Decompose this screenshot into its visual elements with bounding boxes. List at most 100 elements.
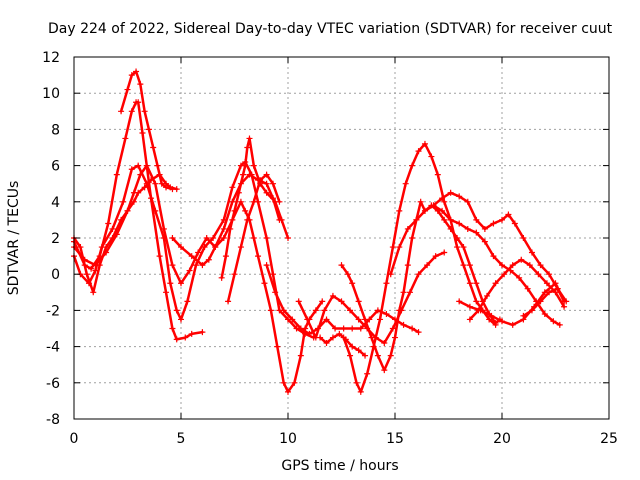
series-track-17: [520, 285, 568, 319]
data-point: [481, 225, 488, 232]
y-tick-label: 10: [42, 86, 60, 102]
data-point: [402, 180, 409, 187]
data-point: [145, 126, 152, 133]
data-point: [432, 253, 439, 260]
data-point: [396, 244, 403, 251]
data-point: [124, 86, 131, 93]
data-point: [415, 271, 422, 278]
data-point: [297, 352, 304, 359]
data-point: [355, 298, 362, 305]
data-point: [317, 334, 324, 341]
data-point: [105, 220, 112, 227]
data-point: [163, 289, 170, 296]
data-point: [501, 271, 508, 278]
data-point: [381, 367, 388, 374]
data-point: [250, 162, 257, 169]
data-point: [499, 318, 505, 325]
data-point: [406, 289, 413, 296]
data-point: [466, 262, 473, 269]
data-point: [417, 198, 424, 205]
data-point: [83, 271, 90, 278]
data-point: [225, 298, 232, 305]
data-point: [541, 311, 548, 318]
data-point: [516, 274, 523, 281]
data-point: [377, 316, 384, 323]
data-point: [537, 262, 544, 269]
data-point: [280, 307, 287, 314]
data-point: [520, 312, 527, 319]
series-track-7: [218, 135, 291, 281]
y-tick-label: 6: [51, 159, 60, 175]
data-point: [511, 220, 518, 227]
data-point: [546, 289, 553, 296]
data-point: [237, 244, 244, 251]
data-point: [278, 216, 285, 223]
data-point: [364, 370, 371, 377]
data-point: [473, 298, 480, 305]
data-point: [499, 262, 505, 269]
x-tick-label: 25: [600, 431, 618, 447]
data-point: [285, 235, 291, 241]
data-point: [135, 189, 142, 196]
series-track-10: [295, 249, 448, 346]
data-point: [235, 189, 242, 196]
data-point: [141, 108, 148, 115]
data-point: [552, 280, 559, 287]
data-point: [389, 244, 396, 251]
series-track-13: [387, 202, 563, 328]
data-point: [349, 343, 356, 350]
data-point: [255, 253, 262, 260]
data-point: [347, 307, 354, 314]
data-point: [182, 334, 189, 341]
data-point: [464, 198, 471, 205]
data-point: [439, 195, 446, 202]
data-point: [396, 207, 403, 214]
data-point: [362, 316, 369, 323]
data-point: [246, 171, 253, 178]
data-point: [227, 225, 234, 232]
series-line: [432, 191, 568, 303]
series-line: [468, 258, 566, 321]
data-point: [160, 225, 167, 232]
data-point: [178, 244, 184, 251]
data-point: [415, 148, 422, 155]
data-point: [167, 280, 174, 287]
data-point: [263, 189, 270, 196]
data-point: [272, 289, 279, 296]
data-point: [297, 325, 304, 332]
data-point: [383, 280, 390, 287]
series-line: [297, 251, 446, 345]
data-point: [357, 388, 364, 395]
data-point: [92, 262, 99, 269]
data-point: [550, 318, 557, 325]
data-point: [421, 140, 428, 147]
data-point: [387, 352, 394, 359]
data-point: [389, 325, 396, 332]
data-point: [250, 198, 257, 205]
data-point: [404, 225, 411, 232]
data-point: [329, 292, 336, 299]
data-point: [203, 235, 210, 241]
data-point: [270, 271, 277, 278]
data-point: [520, 235, 527, 241]
data-point: [349, 325, 356, 332]
data-point: [353, 379, 360, 386]
data-point: [400, 321, 407, 328]
data-point: [490, 220, 497, 227]
data-point: [537, 298, 544, 305]
data-point: [77, 244, 84, 251]
data-point: [169, 325, 176, 332]
x-axis: 0 5 10 15 20 25: [70, 57, 618, 447]
data-point: [342, 336, 349, 343]
data-point: [229, 198, 236, 205]
data-point: [135, 162, 142, 169]
series-line: [72, 101, 204, 341]
data-point: [212, 244, 219, 251]
data-point: [338, 262, 345, 269]
data-point: [374, 307, 381, 314]
data-point: [152, 180, 159, 187]
data-point: [396, 307, 403, 314]
data-point: [499, 216, 505, 223]
y-tick-label: 4: [51, 195, 60, 211]
x-tick-label: 10: [279, 431, 297, 447]
